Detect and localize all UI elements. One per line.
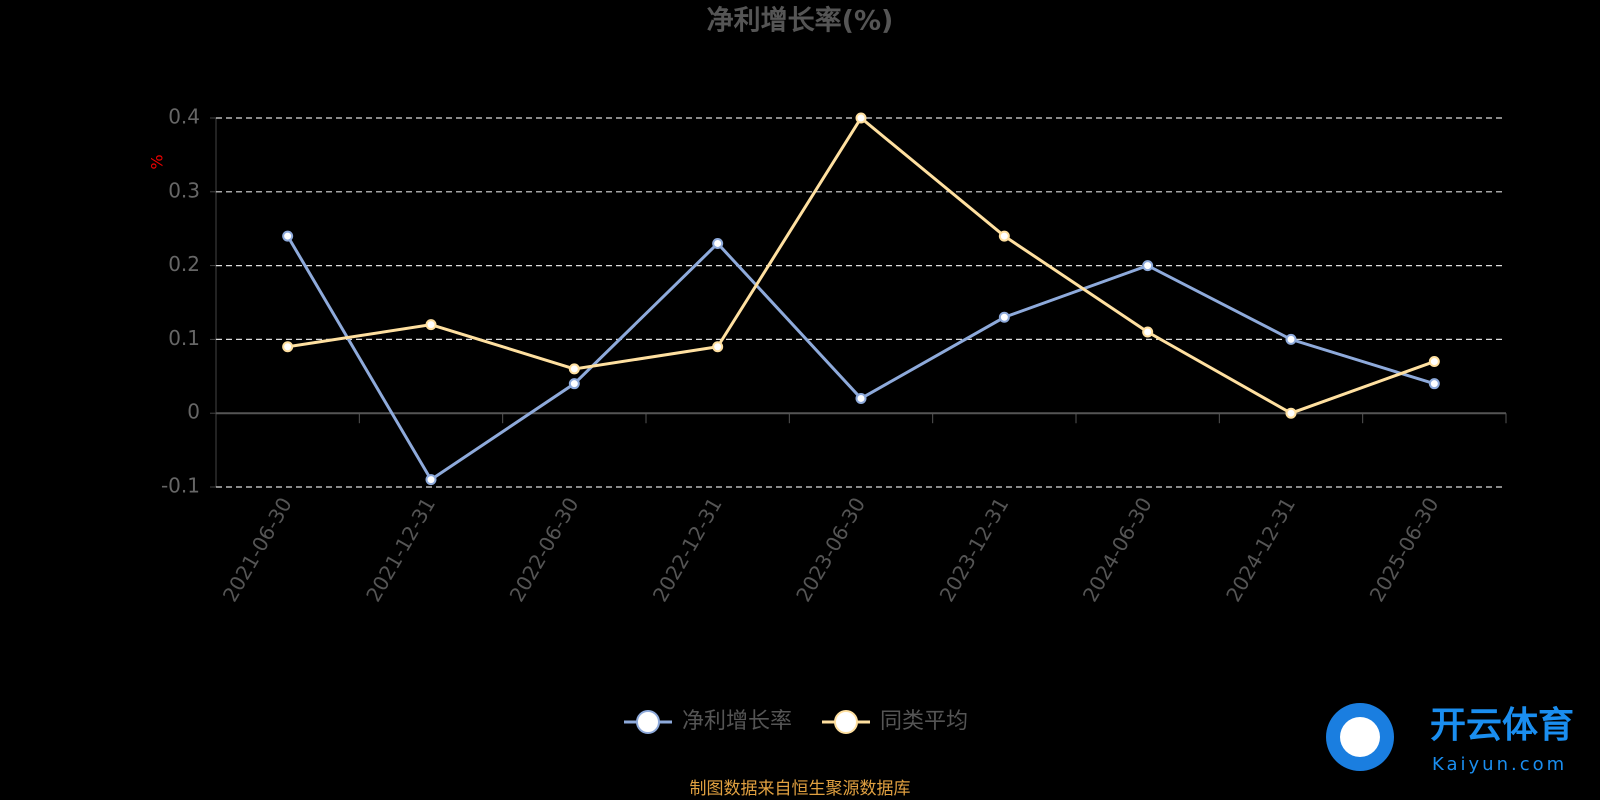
x-tick-label: 2021-06-30 xyxy=(218,493,297,606)
x-tick-label: 2022-12-31 xyxy=(648,493,727,606)
watermark-name: 开云体育 xyxy=(1430,705,1574,746)
x-tick-label: 2024-12-31 xyxy=(1221,493,1300,606)
series-line xyxy=(286,235,1435,482)
y-tick-label: 0.1 xyxy=(168,326,200,350)
data-point xyxy=(998,230,1010,242)
watermark: 开云体育 Kaiyun.com xyxy=(1326,703,1574,775)
data-point xyxy=(1285,407,1297,419)
data-point xyxy=(282,341,294,353)
y-tick-label: 0.2 xyxy=(168,252,200,276)
chart-title: 净利增长率(%) xyxy=(707,5,894,37)
y-tick-label: 0 xyxy=(187,400,200,424)
data-point xyxy=(1142,260,1154,272)
data-point xyxy=(568,378,580,390)
data-point xyxy=(1428,378,1440,390)
watermark-logo-ball xyxy=(1340,717,1380,757)
source-note: 制图数据来自恒生聚源数据库 xyxy=(690,779,911,799)
legend-label: 净利增长率 xyxy=(682,709,792,734)
data-point xyxy=(568,363,580,375)
data-point xyxy=(855,392,867,404)
legend-marker xyxy=(834,710,858,734)
legend-label: 同类平均 xyxy=(880,709,968,734)
data-point xyxy=(425,474,437,486)
y-tick-label: 0.3 xyxy=(168,178,200,202)
data-point xyxy=(282,230,294,242)
watermark-site: Kaiyun.com xyxy=(1432,754,1567,775)
x-tick-label: 2023-06-30 xyxy=(791,493,870,606)
x-tick-label: 2022-06-30 xyxy=(505,493,584,606)
data-point xyxy=(425,319,437,331)
y-tick-label: -0.1 xyxy=(161,474,200,498)
x-tick-label: 2025-06-30 xyxy=(1365,493,1444,606)
x-tick-label: 2024-06-30 xyxy=(1078,493,1157,606)
data-point xyxy=(1428,356,1440,368)
data-point xyxy=(1142,326,1154,338)
y-axis-label: % xyxy=(148,154,167,169)
x-tick-label: 2021-12-31 xyxy=(361,493,440,606)
y-tick-label: 0.4 xyxy=(168,105,200,129)
data-point xyxy=(712,237,724,249)
data-point xyxy=(998,311,1010,323)
legend-marker xyxy=(636,710,660,734)
x-tick-label: 2023-12-31 xyxy=(935,493,1014,606)
data-point xyxy=(855,112,867,124)
data-point xyxy=(1285,333,1297,345)
data-point xyxy=(712,341,724,353)
